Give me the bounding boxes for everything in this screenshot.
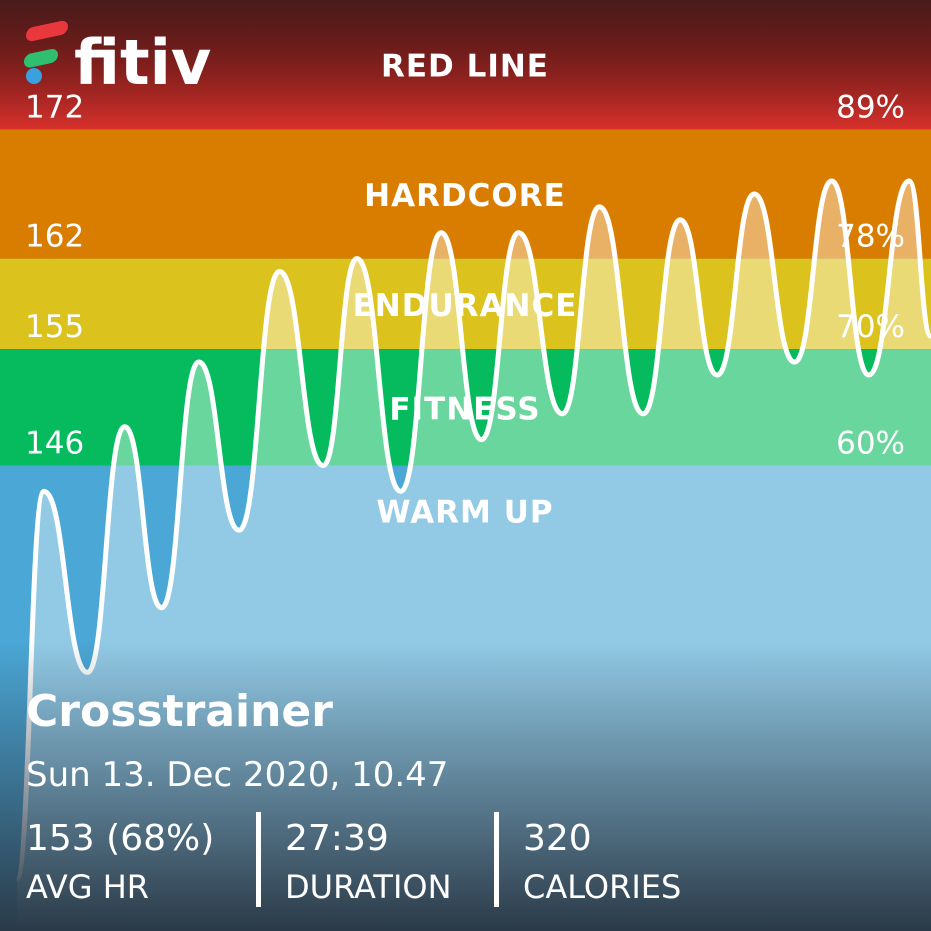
zone-name: ENDURANCE bbox=[353, 288, 578, 324]
bottom-fade bbox=[0, 640, 931, 931]
stat-value: 320 bbox=[523, 818, 592, 859]
stat-label: DURATION bbox=[285, 868, 452, 906]
zone-percent: 89% bbox=[836, 89, 905, 125]
logo-text: fitiv bbox=[74, 26, 211, 99]
stat-label: CALORIES bbox=[523, 868, 681, 906]
zone-name: FITNESS bbox=[389, 391, 540, 427]
stat-label: AVG HR bbox=[26, 868, 149, 906]
stat-divider bbox=[256, 812, 261, 907]
zone-hr: 146 bbox=[25, 426, 84, 462]
logo: fitiv bbox=[24, 20, 211, 99]
zone-hr: 155 bbox=[25, 309, 84, 345]
zone-name: HARDCORE bbox=[364, 178, 566, 214]
zone-band bbox=[0, 129, 931, 259]
workout-date: Sun 13. Dec 2020, 10.47 bbox=[26, 755, 448, 795]
zone-percent: 78% bbox=[836, 219, 905, 255]
stat-value: 153 (68%) bbox=[26, 818, 214, 859]
zone-hr: 162 bbox=[25, 219, 84, 255]
zone-hr: 172 bbox=[25, 89, 84, 125]
zone-percent: 70% bbox=[836, 309, 905, 345]
zone-name: RED LINE bbox=[381, 49, 549, 85]
zone-percent: 60% bbox=[836, 426, 905, 462]
hr-line bbox=[14, 178, 931, 882]
stat-value: 27:39 bbox=[285, 818, 389, 859]
stat-divider bbox=[494, 812, 499, 907]
zone-shade bbox=[0, 0, 931, 130]
workout-name: Crosstrainer bbox=[26, 686, 333, 737]
zone-name: WARM UP bbox=[376, 495, 553, 531]
